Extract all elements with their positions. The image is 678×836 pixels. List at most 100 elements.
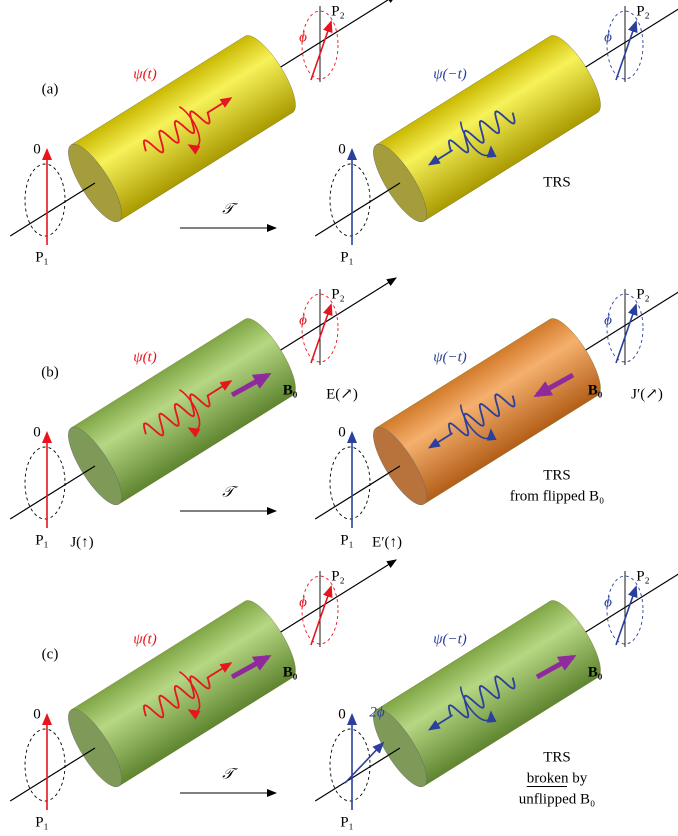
rotation-arrow <box>178 670 201 720</box>
note: TRS <box>543 174 571 190</box>
port-ellipse <box>606 293 644 363</box>
field-direction: E(↗) <box>326 386 358 402</box>
state-label: ψ(−t) <box>433 349 467 365</box>
axis <box>314 465 401 520</box>
wave-arrow <box>427 432 454 449</box>
rotation-arrow <box>459 686 497 723</box>
wave <box>448 393 516 437</box>
waveguide-body <box>70 35 296 222</box>
wave-arrow <box>206 97 233 114</box>
rotation-arrow <box>178 105 201 155</box>
field-label: B₀ <box>588 382 603 398</box>
waveguide-body <box>375 318 601 505</box>
wave <box>448 110 516 154</box>
axis <box>314 182 401 237</box>
port-ellipse <box>606 575 644 645</box>
waveguide <box>68 35 296 223</box>
field-direction: J′(↗) <box>631 386 663 402</box>
rotation-arrow <box>178 388 201 438</box>
wave <box>143 393 211 437</box>
axis <box>314 747 401 802</box>
port-ellipse <box>329 163 371 237</box>
port-ellipse <box>329 446 371 520</box>
field-label: B₀ <box>588 664 603 680</box>
waveguide-body <box>375 600 601 787</box>
angle-label: ϕ <box>299 312 307 328</box>
axis <box>387 465 401 474</box>
waveguide <box>373 600 601 788</box>
operator: 𝒯 <box>222 766 238 782</box>
port-label: P₁ <box>35 814 49 830</box>
waveguide-body <box>70 318 296 505</box>
axis <box>387 182 401 191</box>
port-ellipse <box>329 728 371 802</box>
wave <box>143 110 211 154</box>
port-ellipse <box>24 446 66 520</box>
state-label: ψ(t) <box>133 66 156 82</box>
port-label: P₁ <box>340 249 354 265</box>
field-label: B₀ <box>283 382 298 398</box>
note: TRS <box>543 749 571 765</box>
waveguide <box>373 35 601 223</box>
field-arrow <box>230 654 272 680</box>
port-ellipse <box>301 293 339 363</box>
axis <box>280 0 397 68</box>
axis <box>387 747 401 756</box>
angle-label: ϕ <box>604 312 612 328</box>
port-label: P₁ <box>340 814 354 830</box>
note: unflipped B₀ <box>519 791 595 807</box>
zero-label: 0 <box>338 141 346 157</box>
polarization <box>310 303 333 364</box>
state-label: ψ(t) <box>133 349 156 365</box>
angle-label: ϕ <box>299 29 307 45</box>
axis <box>82 182 96 191</box>
wave <box>143 675 211 719</box>
port-label: P₂ <box>331 286 345 302</box>
axis <box>9 182 96 237</box>
panel-label: (b) <box>41 364 59 380</box>
field-direction: E′(↑) <box>372 534 402 550</box>
axis <box>82 747 96 756</box>
polarization <box>615 585 638 646</box>
state-label: ψ(t) <box>133 631 156 647</box>
port-ellipse <box>606 10 644 80</box>
field-label: B₀ <box>283 664 298 680</box>
angle-label: ϕ <box>604 29 612 45</box>
panel-label: (a) <box>42 81 59 97</box>
polarization <box>615 303 638 364</box>
axis <box>280 277 397 351</box>
rotation-arrow <box>459 121 497 158</box>
zero-label: 0 <box>33 424 41 440</box>
waveguide-body <box>375 35 601 222</box>
panel-label: (c) <box>42 646 59 662</box>
axis <box>585 8 678 68</box>
field-arrow <box>230 372 272 398</box>
port-label: P₂ <box>636 286 650 302</box>
wave-arrow <box>206 380 233 397</box>
axis <box>9 465 96 520</box>
port-label: P₂ <box>331 568 345 584</box>
state-label: ψ(−t) <box>433 631 467 647</box>
port-label: P₂ <box>636 568 650 584</box>
zero-label: 0 <box>338 706 346 722</box>
note: TRS <box>543 467 571 483</box>
zero-label: 0 <box>33 141 41 157</box>
note: broken by <box>527 770 588 786</box>
waveguide <box>68 600 296 788</box>
polarization <box>615 20 638 81</box>
port-label: P₂ <box>331 3 345 19</box>
operator: 𝒯 <box>222 201 238 217</box>
axis <box>9 747 96 802</box>
axis <box>585 291 678 351</box>
polarization <box>310 585 333 646</box>
port-label: P₁ <box>340 532 354 548</box>
rotation-arrow <box>459 404 497 441</box>
port-label: P₁ <box>35 249 49 265</box>
port-ellipse <box>301 575 339 645</box>
waveguide <box>68 318 296 506</box>
axis <box>82 465 96 474</box>
field-direction: J(↑) <box>70 534 93 550</box>
field-arrow <box>533 372 575 398</box>
note: from flipped B₀ <box>510 488 604 504</box>
